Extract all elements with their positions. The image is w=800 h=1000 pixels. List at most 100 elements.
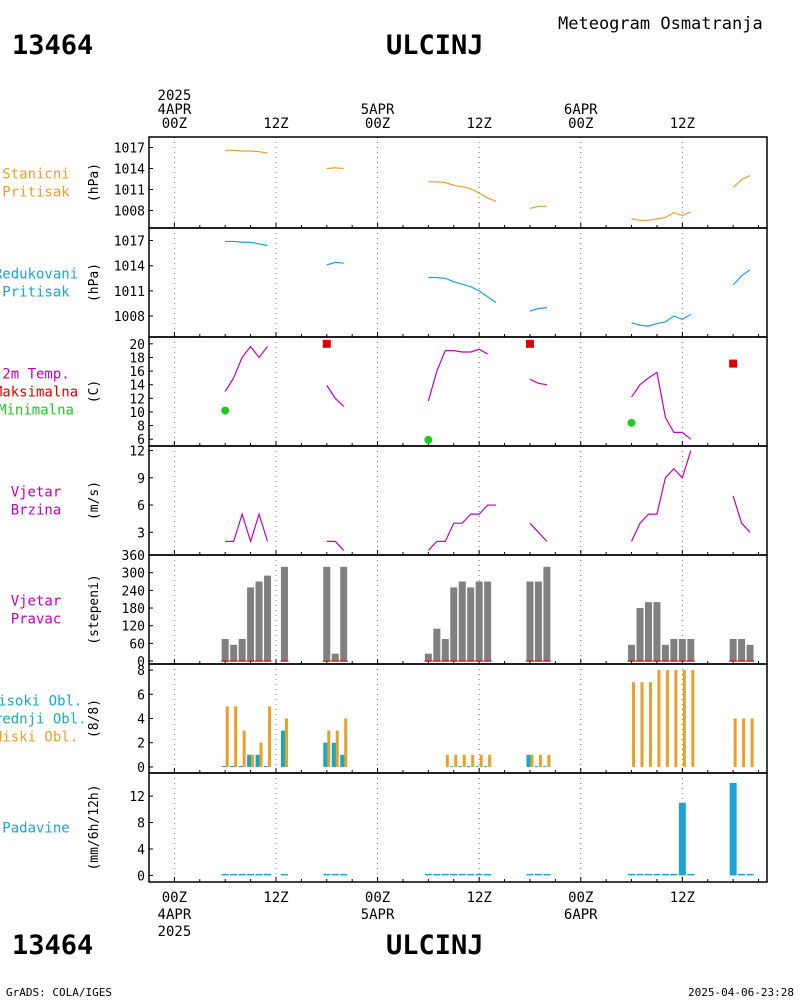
y-tick-label: 8: [137, 817, 145, 832]
panel-precipitation: 0 4 8 12 (mm/6h/12h) Padavine: [2, 772, 768, 884]
wind-direction-bar: [230, 644, 238, 662]
cloud-bar: [475, 765, 479, 767]
wind-direction-bar: [433, 628, 441, 662]
y-tick-label: 120: [122, 620, 145, 635]
y-tick-label: 180: [122, 602, 145, 617]
wind-direction-bar: [221, 638, 229, 662]
wind-direction-bar: [746, 644, 754, 662]
series-line: [529, 205, 547, 209]
station-id-bottom: 13464: [12, 930, 94, 961]
panel-frame: [148, 445, 768, 556]
cloud-bar: [534, 765, 538, 767]
panel-label: Vjetar: [11, 594, 62, 610]
wind-direction-bar: [247, 587, 255, 662]
station-id-top: 13464: [12, 30, 94, 61]
series-line: [732, 495, 751, 533]
top-time-label: 2025: [158, 88, 192, 104]
panel-wind_direction: 0 60 120 180 240 300 360 (stepeni) Vjetar Pravac: [11, 549, 768, 670]
precip-bar: [433, 873, 441, 876]
series-line: [326, 167, 344, 170]
cloud-bar: [268, 706, 272, 767]
wind-direction-bar: [238, 638, 246, 662]
cloud-bar: [225, 706, 229, 767]
cloud-bar: [665, 670, 669, 767]
series-line: [631, 211, 692, 221]
axis-unit-label: (stepeni): [87, 574, 102, 644]
y-tick-label: 60: [129, 637, 145, 652]
precip-bar: [424, 873, 432, 876]
cloud-bar: [323, 742, 327, 767]
precip-bar: [738, 873, 746, 876]
bottom-time-label: 5APR: [361, 907, 395, 923]
top-time-label: 00Z: [162, 116, 187, 132]
precip-bar: [534, 873, 542, 876]
y-tick-label: 12: [129, 445, 145, 460]
series-line: [732, 269, 751, 286]
cloud-bar: [526, 754, 530, 767]
wind-direction-bar: [687, 638, 695, 662]
precip-bar: [450, 873, 458, 876]
cloud-bar: [257, 754, 261, 767]
wind-direction-bar: [475, 581, 483, 662]
top-time-label: 6APR: [564, 102, 598, 118]
panel-wind_speed: 3 6 9 12 (m/s) Vjetar Brzina: [11, 445, 768, 556]
cloud-bar: [547, 754, 551, 767]
top-time-label: 5APR: [361, 102, 395, 118]
y-tick-label: 1014: [114, 260, 145, 275]
wind-direction-bar: [628, 644, 636, 662]
y-tick-label: 6: [137, 433, 145, 448]
wind-direction-bar: [323, 566, 331, 662]
y-tick-label: 1014: [114, 163, 145, 178]
precip-bar: [458, 873, 466, 876]
cloud-bar: [674, 670, 678, 767]
station-name-bottom: ULCINJ: [386, 930, 484, 961]
cloud-bar: [223, 765, 227, 767]
y-tick-label: 1011: [114, 184, 145, 199]
precip-bar: [653, 873, 661, 876]
min-temp-marker: [424, 435, 433, 444]
axis-unit-label: (hPa): [87, 263, 102, 302]
bottom-time-label: 12Z: [263, 890, 288, 906]
precip-bar: [221, 873, 229, 876]
bottom-time-label: 12Z: [670, 890, 695, 906]
y-tick-label: 360: [122, 549, 145, 564]
precip-bar: [746, 873, 754, 876]
panel-label: Brzina: [11, 503, 62, 519]
precip-bar: [247, 873, 255, 876]
precip-bar: [526, 873, 534, 876]
axis-unit-label: (8/8): [87, 699, 102, 738]
cloud-bar: [255, 754, 259, 767]
cloud-bar: [682, 670, 686, 767]
wind-direction-bar: [636, 608, 644, 662]
y-tick-label: 0: [137, 655, 145, 670]
precip-bar: [323, 873, 331, 876]
panel-label: Pravac: [11, 612, 62, 628]
wind-direction-bar: [458, 581, 466, 662]
panel-label: Maksimalna: [0, 385, 78, 401]
cloud-bar: [327, 730, 331, 767]
cloud-bar: [259, 742, 263, 767]
panel-label: Pritisak: [2, 185, 70, 201]
cloud-bar: [742, 718, 746, 767]
series-line: [326, 540, 345, 551]
wind-direction-bar: [467, 587, 475, 662]
precip-bar: [729, 782, 737, 876]
wind-direction-bar: [526, 581, 534, 662]
precip-bar: [238, 873, 246, 876]
cloud-bar: [234, 706, 238, 767]
wind-direction-bar: [738, 638, 746, 662]
cloud-bar: [342, 754, 346, 767]
cloud-bar: [648, 682, 652, 767]
wind-direction-bar: [264, 575, 272, 662]
cloud-bar: [264, 765, 268, 767]
max-temp-marker: [729, 359, 738, 368]
series-line: [225, 512, 269, 544]
panel-frame: [148, 336, 768, 447]
cloud-bar: [249, 754, 253, 767]
wind-direction-bar: [678, 638, 686, 662]
cloud-bar: [247, 754, 251, 767]
wind-direction-bar: [424, 653, 432, 662]
wind-direction-bar: [653, 602, 661, 662]
cloud-bar: [488, 754, 492, 767]
precip-bar: [340, 873, 348, 876]
